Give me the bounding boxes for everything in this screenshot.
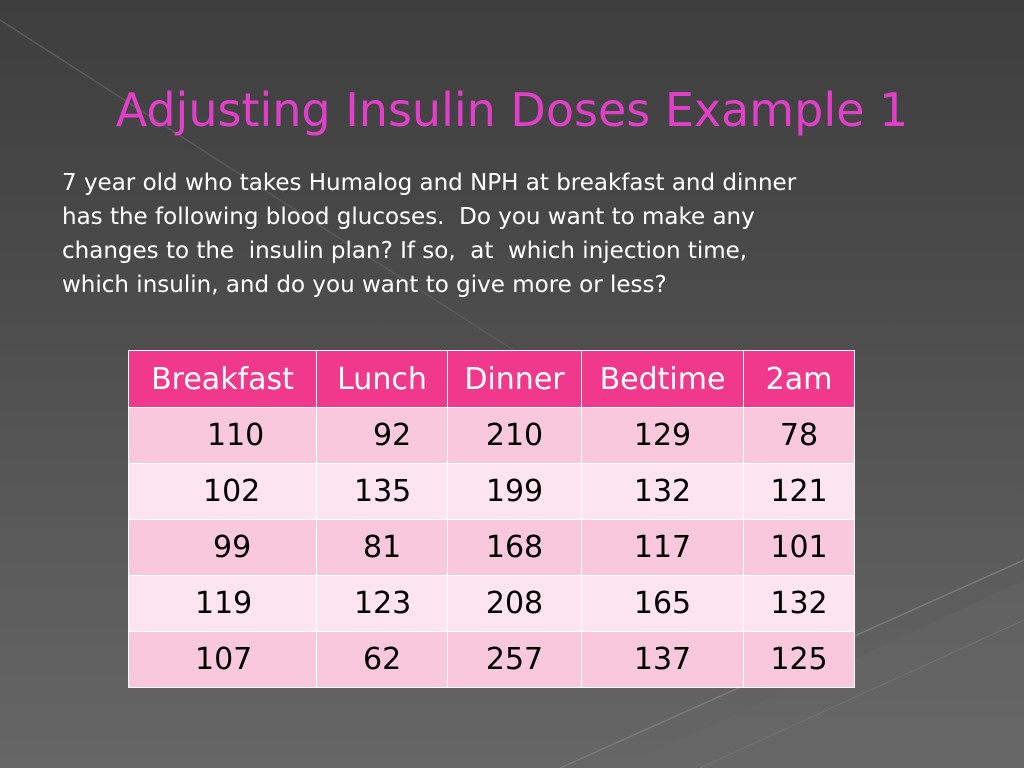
table-cell: 107 — [128, 631, 317, 688]
table-cell: 92 — [316, 407, 448, 464]
body-line: 7 year old who takes Humalog and NPH at … — [62, 170, 797, 196]
header-lunch: Lunch — [316, 350, 448, 408]
table-cell: 78 — [743, 407, 855, 464]
body-line: has the following blood glucoses. Do you… — [62, 204, 755, 230]
slide-title: Adjusting Insulin Doses Example 1 — [115, 83, 909, 137]
table-cell: 132 — [743, 575, 855, 632]
table-cell: 125 — [743, 631, 855, 688]
table-cell: 117 — [581, 519, 744, 576]
table-cell: 257 — [447, 631, 582, 688]
table-row: 107 62 257 137 125 — [128, 631, 855, 688]
table-cell: 132 — [581, 463, 744, 520]
table-cell: 62 — [316, 631, 448, 688]
table-cell: 121 — [743, 463, 855, 520]
table-cell: 102 — [128, 463, 317, 520]
table-cell: 123 — [316, 575, 448, 632]
table-cell: 199 — [447, 463, 582, 520]
table-row: 110 92 210 129 78 — [128, 407, 855, 464]
body-line: which insulin, and do you want to give m… — [62, 272, 667, 298]
table-header-row: Breakfast Lunch Dinner Bedtime 2am — [128, 350, 855, 408]
table-row: 102 135 199 132 121 — [128, 463, 855, 520]
table-cell: 81 — [316, 519, 448, 576]
table-cell: 137 — [581, 631, 744, 688]
header-2am: 2am — [743, 350, 855, 408]
table-cell: 110 — [128, 407, 317, 464]
table-cell: 208 — [447, 575, 582, 632]
slide-body-text: 7 year old who takes Humalog and NPH at … — [62, 166, 962, 302]
table-cell: 135 — [316, 463, 448, 520]
table-cell: 101 — [743, 519, 855, 576]
table-cell: 129 — [581, 407, 744, 464]
table-cell: 165 — [581, 575, 744, 632]
table-cell: 119 — [128, 575, 317, 632]
table-row: 99 81 168 117 101 — [128, 519, 855, 576]
header-breakfast: Breakfast — [128, 350, 317, 408]
header-bedtime: Bedtime — [581, 350, 744, 408]
table-cell: 168 — [447, 519, 582, 576]
table-cell: 210 — [447, 407, 582, 464]
body-line: changes to the insulin plan? If so, at w… — [62, 238, 748, 264]
table-row: 119 123 208 165 132 — [128, 575, 855, 632]
header-dinner: Dinner — [447, 350, 582, 408]
blood-glucose-table: Breakfast Lunch Dinner Bedtime 2am 110 9… — [128, 350, 855, 688]
table-cell: 99 — [128, 519, 317, 576]
